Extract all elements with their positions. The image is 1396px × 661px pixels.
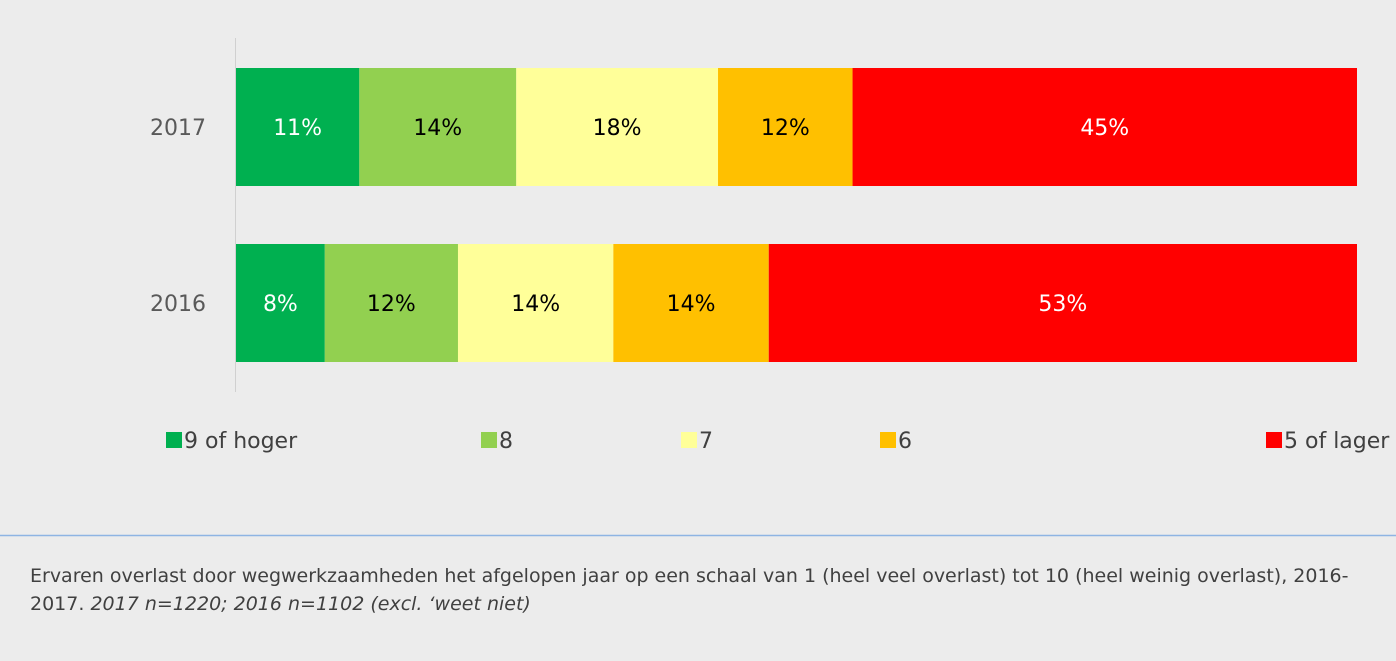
- data-label: 45%: [1080, 116, 1129, 141]
- caption: Ervaren overlast door wegwerkzaamheden h…: [30, 562, 1375, 618]
- legend-swatch: [481, 432, 497, 448]
- data-label: 14%: [667, 292, 716, 317]
- bar-segment: [236, 244, 325, 362]
- data-label: 8%: [263, 292, 298, 317]
- bar-segment: [768, 244, 1357, 362]
- legend-swatch: [166, 432, 182, 448]
- legend-swatch: [880, 432, 896, 448]
- data-label: 12%: [367, 292, 416, 317]
- legend-label: 8: [499, 429, 513, 454]
- chart: 2017 11% 14% 18% 12% 45% 2016 8% 12% 14% 14% 53% 9 o…: [0, 38, 1396, 537]
- caption-text: Ervaren overlast door wegwerkzaamheden h…: [30, 565, 1349, 615]
- bar-segment: [359, 68, 517, 186]
- bar-segment: [852, 68, 1357, 186]
- legend-label: 7: [699, 429, 713, 454]
- data-label: 14%: [511, 292, 560, 317]
- data-label: 14%: [413, 116, 462, 141]
- bar-segment: [457, 244, 614, 362]
- data-label: 18%: [593, 116, 642, 141]
- bar-segment: [236, 68, 360, 186]
- bar-segment: [324, 244, 458, 362]
- data-label: 11%: [273, 116, 322, 141]
- bar-segment: [613, 244, 769, 362]
- legend-swatch: [681, 432, 697, 448]
- caption-note: 2017 n=1220; 2016 n=1102 (excl. ‘weet ni…: [90, 593, 531, 615]
- data-label: 53%: [1038, 292, 1087, 317]
- legend-label: 9 of hoger: [184, 429, 298, 454]
- legend-label: 5 of lager: [1284, 429, 1390, 454]
- data-label: 12%: [761, 116, 810, 141]
- legend-label: 6: [898, 429, 912, 454]
- bar-segment: [516, 68, 719, 186]
- bar-segment: [718, 68, 853, 186]
- legend-swatch: [1266, 432, 1282, 448]
- y-tick-label: 2016: [150, 292, 206, 317]
- y-tick-label: 2017: [150, 116, 206, 141]
